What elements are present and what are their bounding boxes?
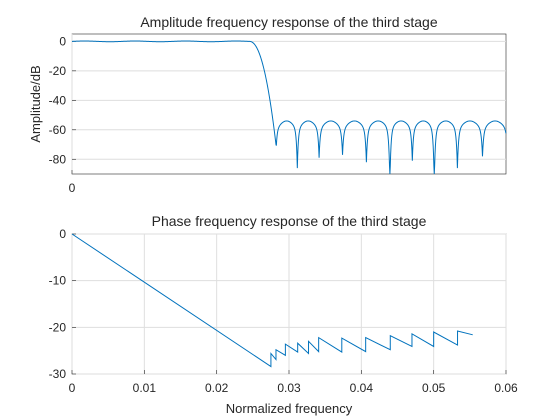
amplitude-y-tick-label: -40 xyxy=(49,93,67,107)
phase-series-line xyxy=(71,233,473,368)
phase-y-tick-label: -30 xyxy=(49,367,67,381)
amplitude-ticks: 0 -20 -40 -60 -80 0 xyxy=(49,34,76,195)
amplitude-plot: 0 -20 -40 -60 -80 0 Amplitude frequency respo… xyxy=(28,14,507,195)
phase-x-tick-label: 0.05 xyxy=(422,381,446,395)
phase-x-axis-label: Normalized frequency xyxy=(226,401,353,416)
phase-x-tick-label: 0.01 xyxy=(133,381,157,395)
phase-x-tick-label: 0 xyxy=(69,381,76,395)
phase-y-tick-label: 0 xyxy=(59,227,66,241)
phase-x-tick-label: 0.04 xyxy=(350,381,374,395)
amplitude-y-tick-label: -80 xyxy=(49,152,67,166)
phase-title: Phase frequency response of the third st… xyxy=(152,213,427,229)
phase-x-tick-label: 0.06 xyxy=(494,381,518,395)
amplitude-y-tick-label: -60 xyxy=(49,123,67,137)
amplitude-series-line xyxy=(71,40,507,175)
amplitude-y-tick-label: 0 xyxy=(59,34,66,48)
amplitude-y-axis-label: Amplitude/dB xyxy=(28,65,43,142)
phase-ticks: 0-10-20-300 0.01 0.02 0.03 0.04 0.05 0.06 xyxy=(49,227,518,395)
phase-grid xyxy=(71,233,507,375)
phase-plot: 0-10-20-300 0.01 0.02 0.03 0.04 0.05 0.06 Phas… xyxy=(49,213,518,416)
phase-x-tick-label: 0.02 xyxy=(205,381,229,395)
amplitude-axes-frame xyxy=(71,33,507,175)
phase-y-tick-label: -10 xyxy=(49,274,67,288)
amplitude-grid xyxy=(71,34,506,174)
phase-y-tick-label: -20 xyxy=(49,320,67,334)
amplitude-title: Amplitude frequency response of the thir… xyxy=(140,14,438,30)
phase-x-tick-label: 0.03 xyxy=(277,381,301,395)
amplitude-y-tick-label: -20 xyxy=(49,64,67,78)
amplitude-x-tick-label: 0 xyxy=(69,181,76,195)
